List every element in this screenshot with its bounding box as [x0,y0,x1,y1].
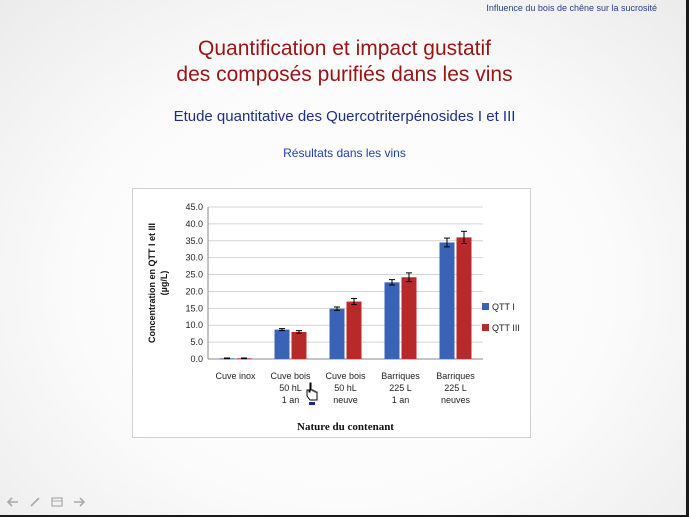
y-tick-label: 0.0 [190,354,203,364]
bar-qtt3 [457,237,472,359]
x-tick-label: 1 an [282,395,300,405]
legend-swatch-qtt3 [482,324,489,331]
legend-label-qtt3: QTT III [492,323,520,333]
bar-qtt3 [347,302,362,359]
pen-icon[interactable] [28,496,42,508]
x-tick-label: Barriques [436,371,475,381]
bar-chart: 0.0 5.0 10.0 15.0 20.0 25.0 30.0 35.0 40.0 45.0 Cu… [133,189,530,437]
bar-qtt3 [402,277,417,359]
bar-qtt1 [275,330,290,359]
legend-item-qtt3: QTT III [482,317,520,338]
slide-subtitle: Etude quantitative des Quercotriterpénos… [0,108,689,125]
x-tick-label: Cuve bois [325,371,366,381]
x-tick-label: neuves [441,395,471,405]
x-tick-label: Cuve bois [270,371,311,381]
x-tick-label: 1 an [392,395,410,405]
bar-qtt1 [440,242,455,359]
slideshow-toolbar [6,496,86,508]
y-tick-label: 10.0 [185,320,203,330]
x-tick-label: 225 L [389,383,412,393]
x-tick-label: 50 hL [279,383,302,393]
y-tick-label: 40.0 [185,219,203,229]
y-tick-label: 30.0 [185,253,203,263]
bar-qtt1 [330,309,345,359]
arrow-right-icon[interactable] [72,496,86,508]
results-label: Résultats dans les vins [0,146,689,160]
legend-label-qtt1: QTT I [492,302,515,312]
x-axis-title: Nature du contenant [297,421,394,433]
bar-qtt1 [385,282,400,359]
y-axis-title: Concentration en QTT I et III [147,223,157,343]
y-tick-label: 5.0 [190,337,203,347]
y-tick-label: 25.0 [185,270,203,280]
y-tick-label: 35.0 [185,236,203,246]
slide-menu-icon[interactable] [50,496,64,508]
hand-cursor-icon [306,382,320,411]
bar-qtt3 [292,332,307,359]
x-tick-label: Barriques [381,371,420,381]
x-tick-label: 225 L [444,383,467,393]
y-tick-label: 20.0 [185,286,203,296]
x-tick-label: 50 hL [334,383,357,393]
y-tick-label: 45.0 [185,202,203,212]
slide-title-line-1: Quantification et impact gustatif [0,36,689,62]
legend-swatch-qtt1 [482,303,489,310]
chart-frame: 0.0 5.0 10.0 15.0 20.0 25.0 30.0 35.0 40.0 45.0 Cu… [132,188,531,438]
chart-legend: QTT I QTT III [482,296,520,338]
y-tick-label: 15.0 [185,303,203,313]
slide-title: Quantification et impact gustatif des co… [0,36,689,88]
header-note: Influence du bois de chêne sur la sucros… [486,3,657,13]
y-axis-title: (µg/L) [159,271,169,296]
x-tick-label: neuve [333,395,358,405]
legend-item-qtt1: QTT I [482,296,520,317]
arrow-left-icon[interactable] [6,496,20,508]
slide-title-line-2: des composés purifiés dans les vins [0,62,689,88]
x-tick-label: Cuve inox [215,371,256,381]
